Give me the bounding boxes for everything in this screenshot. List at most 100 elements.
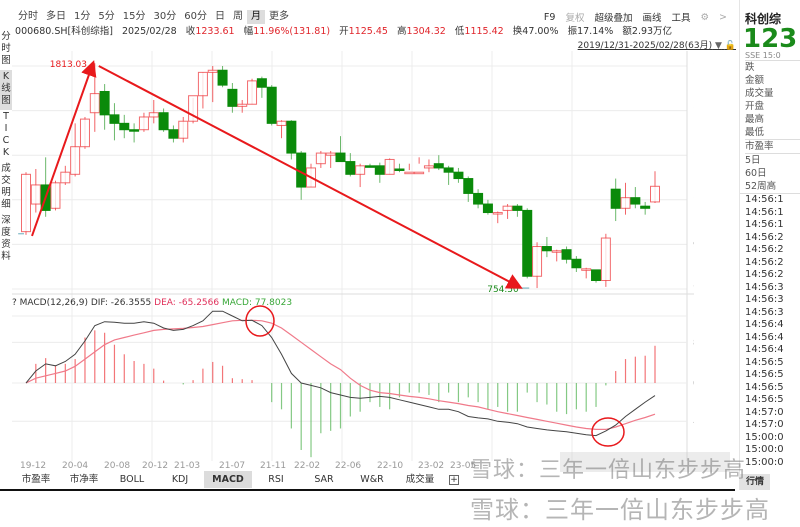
candle-body (129, 129, 140, 132)
amount-label: 额 (622, 26, 632, 37)
candle-body (315, 152, 326, 165)
candle-body (591, 269, 602, 282)
candle-body (178, 120, 189, 139)
toolbar-item-1[interactable]: 复权 (565, 13, 585, 24)
indicator-tab-6[interactable]: SAR (314, 474, 334, 485)
right-quote-panel: 科创综 123 SSE 15:0 跌金额 成交量 开盘 最高 最低 市盈率 5日 60日 52周… (739, 0, 800, 490)
candle-body (581, 268, 592, 271)
lock-icon[interactable]: 🔓 (724, 41, 736, 51)
period-tab-10[interactable]: 更多 (268, 11, 289, 22)
period-tabs: 分时 多日 1分 5分 15分 30分 60分日周月更多 (14, 10, 293, 24)
toolbar-item-0[interactable]: F9 (543, 11, 556, 23)
rail-item-3[interactable]: 成交明细 (1, 163, 11, 210)
gear-icon[interactable]: ⚙ (700, 11, 710, 23)
tick-time: 14:56:5 (745, 356, 784, 368)
indicator-tab-4[interactable]: MACD (204, 471, 252, 488)
period-tab-4[interactable]: 15分 (122, 11, 146, 22)
x-tick-label: 20-04 (62, 461, 88, 471)
candle-body (492, 212, 503, 215)
tick-time: 14:56:1 (745, 194, 784, 205)
candle-body (433, 163, 444, 169)
tick-time: 14:56:4 (745, 319, 784, 330)
tick-time: 14:56:4 (745, 344, 784, 355)
toolbar-item-4[interactable]: 工具 (671, 13, 691, 24)
indicator-tab-0[interactable]: 市盈率 (21, 474, 51, 485)
candle-body (414, 171, 425, 175)
candle-body (512, 205, 523, 211)
period-tab-7[interactable]: 日 (214, 11, 225, 22)
high-label: 高 (397, 26, 407, 37)
period-tab-2[interactable]: 1分 (74, 11, 91, 22)
turnover-value: 47.00% (522, 26, 559, 37)
period-tab-3[interactable]: 5分 (98, 11, 115, 22)
candle-body (158, 112, 169, 131)
quote-field-label: 60日 (745, 168, 767, 179)
candle-body (620, 197, 631, 209)
quote-field-label: 5日 (745, 153, 800, 167)
candle-body (345, 161, 356, 175)
tick-time: 14:56:1 (745, 206, 784, 218)
period-tab-6[interactable]: 60分 (184, 11, 207, 22)
macd-legend: ? MACD(12,26,9) DIF: -26.3555 DEA: -65.2… (12, 298, 292, 308)
indicator-tab-3[interactable]: KDJ (171, 474, 189, 485)
indicator-tabs: 市盈率 市净率 BOLL KDJ MACD RSI SAR W&R 成交量 + (12, 471, 464, 488)
tick-time: 14:56:2 (745, 244, 784, 255)
rail-item-4[interactable]: 深度资料 (1, 215, 11, 262)
y-tick-label: 1800 (693, 62, 694, 72)
toolbar-item-3[interactable]: 画线 (642, 13, 662, 24)
tick-time: 14:56:2 (745, 269, 784, 280)
date-range-selector[interactable]: 2019/12/31-2025/02/28(63月) ▼ 🔓 (578, 38, 736, 51)
tick-time: 14:56:3 (745, 306, 784, 318)
low-label: 754.50 (487, 285, 519, 295)
period-tab-5[interactable]: 30分 (153, 11, 177, 22)
x-tick-label: 23-02 (418, 461, 444, 471)
period-tab-9[interactable]: 月 (246, 10, 265, 24)
rail-item-0[interactable]: 分时图 (1, 31, 11, 66)
toolbar-item-2[interactable]: 超级叠加 (594, 13, 633, 24)
candle-body (256, 78, 267, 88)
dropdown-triangle-icon[interactable]: ▼ (714, 41, 722, 51)
period-tab-1[interactable]: 多日 (46, 11, 66, 22)
y-tick-label: 1170 (693, 196, 694, 206)
high-value: 1304.32 (406, 26, 446, 37)
candle-body (335, 152, 346, 163)
change-value: 11.96%(131.81) (253, 26, 331, 37)
amplitude-label: 振 (567, 26, 578, 37)
indicator-tab-5[interactable]: RSI (268, 474, 284, 485)
quote-field-label: 开盘 (745, 101, 765, 112)
candle-body (443, 167, 454, 173)
tab-market[interactable]: 行情 (740, 474, 770, 490)
candle-body (571, 258, 582, 269)
candle-body (630, 197, 641, 205)
candle-body (364, 165, 375, 168)
y-tick-label: 140 (693, 312, 694, 322)
indicator-tab-2[interactable]: BOLL (119, 474, 145, 485)
candle-body (423, 165, 434, 169)
candle-body (247, 80, 258, 105)
exchange-time: SSE 15:0 (745, 51, 800, 61)
candle-body (197, 71, 208, 97)
indicator-tab-1[interactable]: 市净率 (69, 474, 99, 485)
period-tab-0[interactable]: 分时 (18, 11, 38, 22)
candle-body (50, 182, 61, 209)
index-name: 科创综 (745, 12, 782, 26)
indicator-tab-8[interactable]: 成交量 (405, 474, 435, 485)
candle-body (541, 246, 552, 252)
tick-time: 14:57:0 (745, 419, 784, 430)
indicator-tab-7[interactable]: W&R (360, 474, 384, 485)
toolbar-right: F9 复权 超级叠加 画线 工具 ⚙ > (543, 10, 727, 25)
candle-body (217, 69, 228, 86)
add-indicator-button[interactable]: + (444, 471, 464, 488)
tick-time: 14:56:2 (745, 231, 784, 243)
tick-time: 14:57:0 (745, 406, 784, 418)
candle-body (286, 120, 297, 154)
candle-body (463, 178, 474, 194)
chevron-right-icon[interactable]: > (719, 11, 727, 23)
blurred-region (560, 452, 730, 472)
y-tick-label: 1590 (693, 107, 694, 117)
period-tab-8[interactable]: 周 (232, 11, 243, 22)
watermark: 雪球：三年一倍山东步步高 (470, 458, 747, 483)
x-tick-label: 21-11 (260, 461, 286, 471)
